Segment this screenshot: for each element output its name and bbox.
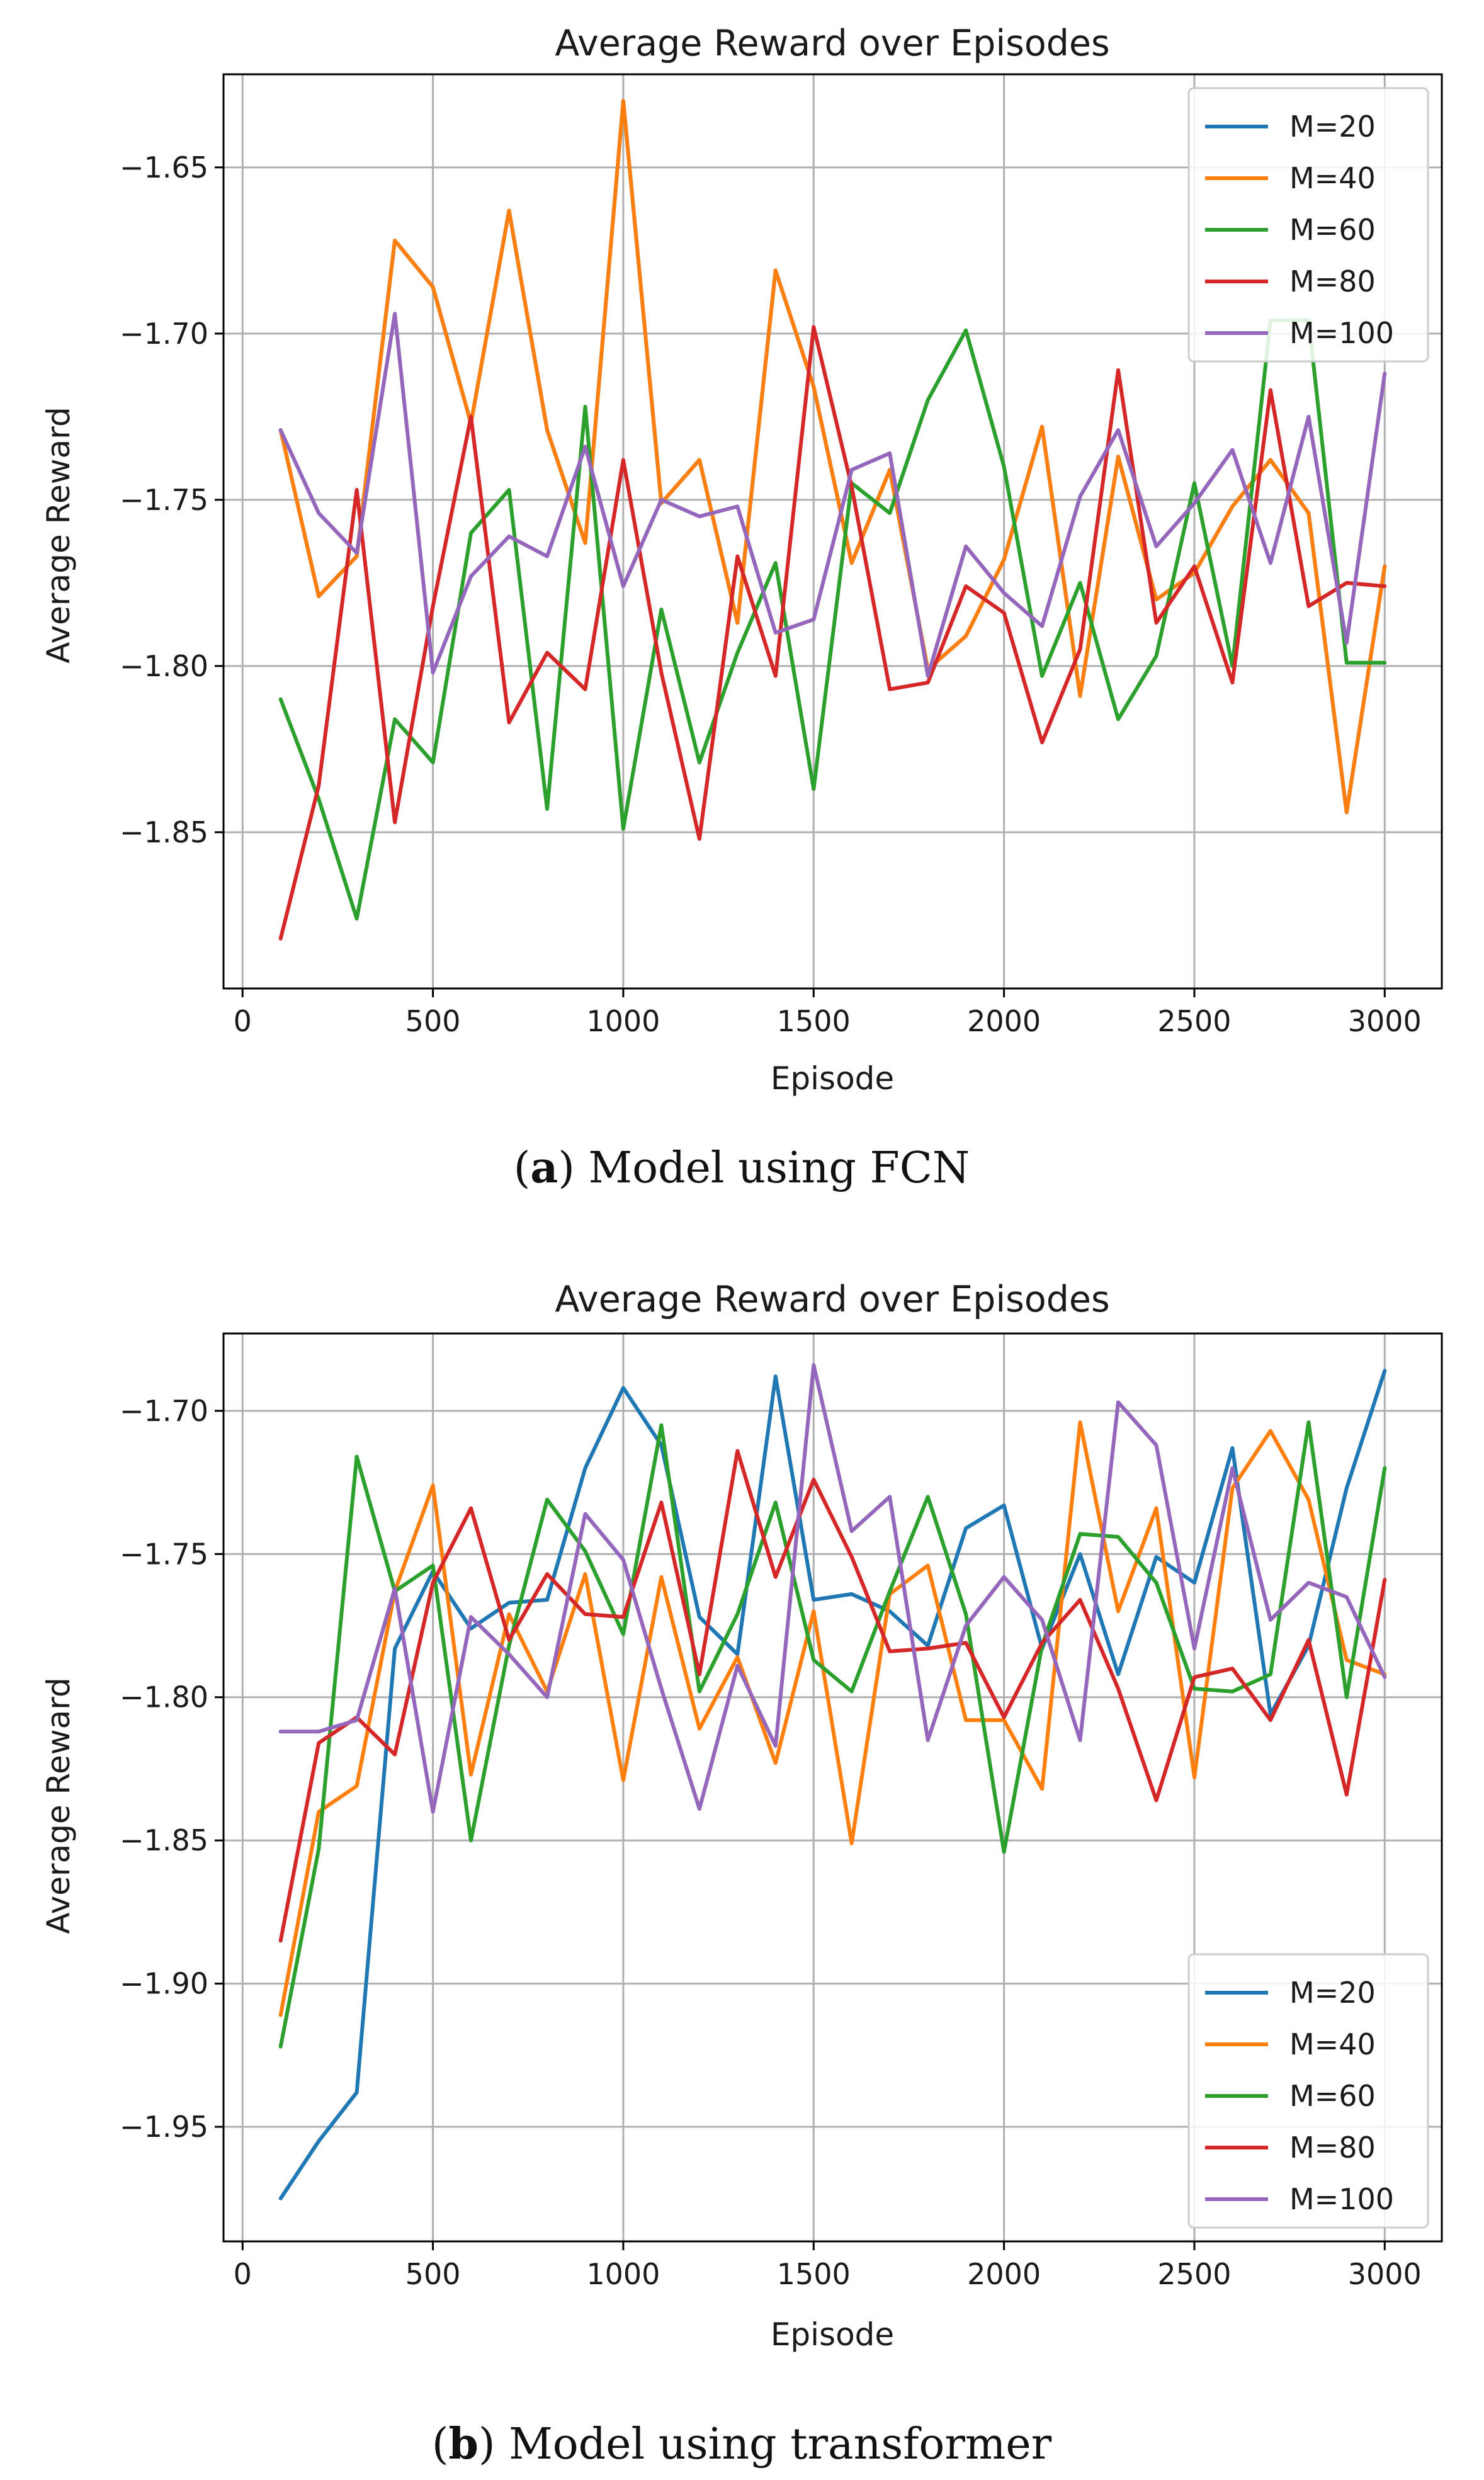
panel-b: Average Reward over Episodes 0 500 1000 150… <box>40 1279 1443 2469</box>
panel-b-caption: (b) Model using transformer <box>432 2419 1052 2469</box>
panel-a-legend-label: M=60 <box>1289 213 1376 247</box>
panel-b-y-tick-label: −1.75 <box>120 1537 208 1571</box>
panel-a-y-tick-label: −1.70 <box>120 317 208 351</box>
panel-b-series-line-m-20 <box>278 1369 1387 2200</box>
panel-b-y-tick-label: −1.95 <box>120 2110 208 2144</box>
panel-b-title: Average Reward over Episodes <box>555 1279 1109 1320</box>
panel-a-y-axis-label: Average Reward <box>40 407 77 663</box>
panel-b-x-tick-label: 1000 <box>586 2257 660 2291</box>
panel-b-series-line-m-80 <box>278 1449 1387 1943</box>
panel-a-y-tick-label: −1.65 <box>120 150 208 184</box>
panel-b-y-tick-label: −1.80 <box>120 1680 208 1714</box>
panel-b-legend: M=20 M=40 M=60 M=80 M=100 <box>1187 1953 1429 2229</box>
panel-a-legend-box <box>1187 87 1429 363</box>
panel-b-series-line-m-100 <box>278 1363 1387 1814</box>
panel-b-x-tick-label: 0 <box>234 2257 252 2291</box>
panel-a-legend-label: M=40 <box>1289 161 1376 195</box>
panel-b-x-tick-label: 3000 <box>1348 2257 1422 2291</box>
panel-a-x-tick-label: 0 <box>234 1004 252 1038</box>
panel-a-x-tick-label: 2500 <box>1157 1004 1231 1038</box>
panel-b-legend-label: M=20 <box>1289 1976 1376 2010</box>
panel-b-legend-label: M=40 <box>1289 2027 1376 2061</box>
panel-a-x-tick-label: 1500 <box>777 1004 851 1038</box>
panel-a-caption-letter: a <box>530 1143 558 1193</box>
panel-b-x-tick-label: 2000 <box>967 2257 1041 2291</box>
panel-b-x-axis-label: Episode <box>771 2316 894 2353</box>
panel-a-series-line-m-80 <box>278 325 1387 941</box>
panel-b-x-tick-label: 1500 <box>777 2257 851 2291</box>
panel-b-plot: 0 500 1000 1500 2000 2500 3000 −1.95 −1.90 −1.85 −… <box>120 1332 1443 2291</box>
panel-a-caption: (a) Model using FCN <box>514 1143 970 1193</box>
panel-b-series-line-m-60 <box>278 1420 1387 2049</box>
panel-a: Average Reward over Episodes 0 500 1000 150… <box>40 23 1443 1193</box>
panel-b-y-tick-label: −1.70 <box>120 1394 208 1428</box>
panel-a-title: Average Reward over Episodes <box>555 23 1109 64</box>
panel-a-legend: M=20 M=40 M=60 M=80 M=100 <box>1187 87 1429 363</box>
panel-a-y-tick-label: −1.85 <box>120 815 208 849</box>
panel-a-legend-label: M=20 <box>1289 110 1376 144</box>
panel-b-y-axis-label: Average Reward <box>40 1677 77 1934</box>
panel-a-x-tick-label: 3000 <box>1348 1004 1422 1038</box>
panel-a-series-line-m-100 <box>278 312 1387 678</box>
panel-a-x-tick-label: 500 <box>405 1004 461 1038</box>
panel-a-legend-label: M=100 <box>1289 316 1394 350</box>
panel-a-series-line-m-60 <box>278 318 1387 921</box>
panel-b-legend-label: M=80 <box>1289 2131 1376 2165</box>
panel-a-y-tick-label: −1.80 <box>120 649 208 683</box>
panel-a-caption-text: Model using FCN <box>588 1143 970 1193</box>
panel-a-x-tick-label: 1000 <box>586 1004 660 1038</box>
panel-a-plot: 0 500 1000 1500 2000 2500 3000 −1.85 −1.80 −1.75 −… <box>120 73 1443 1038</box>
panel-b-caption-text: Model using transformer <box>509 2420 1051 2469</box>
panel-a-plot-frame <box>222 73 1443 990</box>
panel-b-y-tick-label: −1.85 <box>120 1823 208 1857</box>
panel-a-series-line-m-40 <box>278 99 1387 815</box>
panel-a-y-tick-label: −1.75 <box>120 483 208 517</box>
panel-b-y-tick-label: −1.90 <box>120 1967 208 2001</box>
panel-b-legend-label: M=60 <box>1289 2079 1376 2113</box>
panel-b-caption-letter: b <box>448 2419 479 2469</box>
panel-b-plot-frame <box>222 1332 1443 2243</box>
panel-a-legend-label: M=80 <box>1289 264 1376 298</box>
panel-b-legend-box <box>1187 1953 1429 2229</box>
panel-b-legend-label: M=100 <box>1289 2182 1394 2216</box>
panel-b-x-tick-label: 2500 <box>1157 2257 1231 2291</box>
panel-b-series-line-m-40 <box>278 1420 1387 2017</box>
panel-a-x-tick-label: 2000 <box>967 1004 1041 1038</box>
panel-b-x-tick-label: 500 <box>405 2257 461 2291</box>
panel-a-x-axis-label: Episode <box>771 1060 894 1097</box>
